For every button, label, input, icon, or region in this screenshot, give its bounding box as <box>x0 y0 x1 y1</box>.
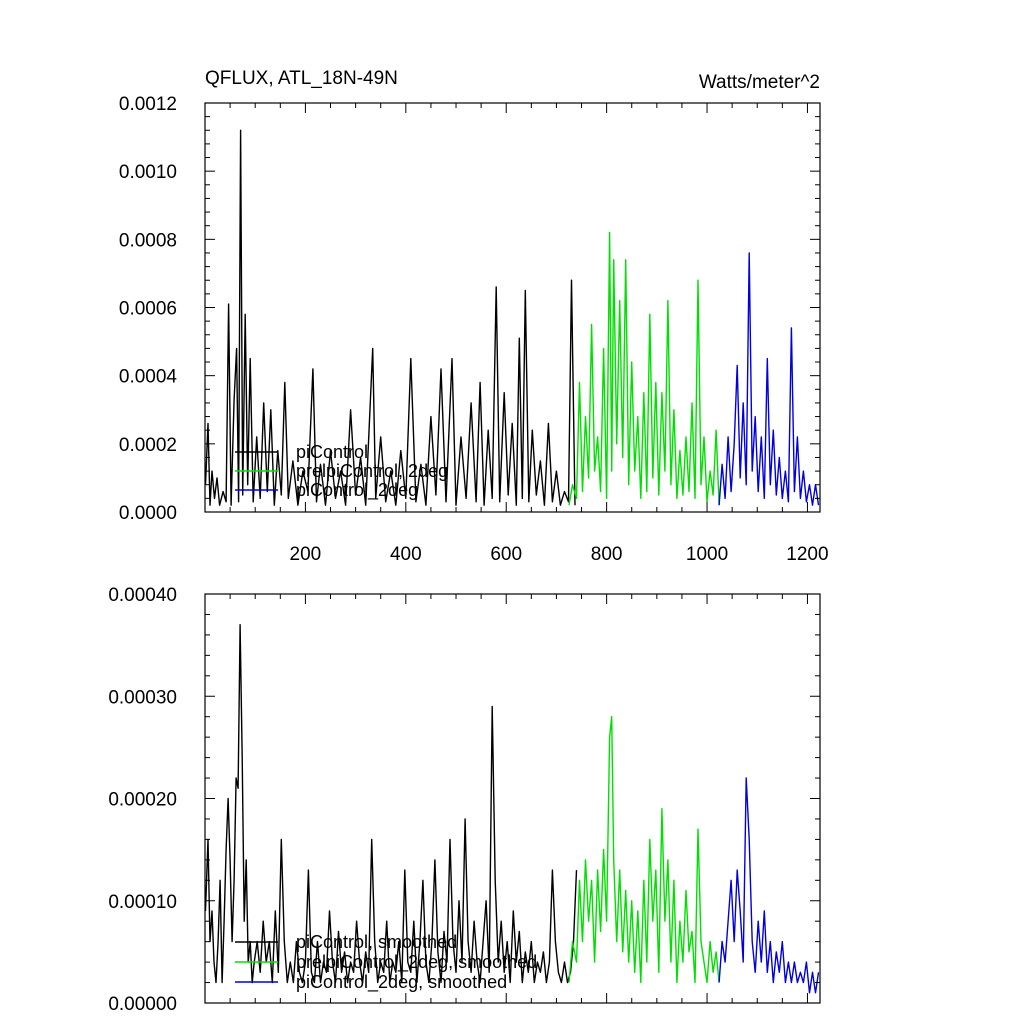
top-chart: 0.0000 0.0002 0.0004 0.0006 0.0008 0.0010 0.00… <box>119 68 829 565</box>
x-tick-label: 800 <box>591 544 623 565</box>
y-tick-label: 0.00010 <box>108 892 177 913</box>
series-line-0 <box>204 624 578 984</box>
y-tick-label: 0.0006 <box>119 299 177 320</box>
legend-entry: piControl_2deg, smoothed <box>296 972 507 993</box>
units-label: Watts/meter^2 <box>699 72 820 93</box>
legend-entry: prelpiControl_2deg, smoothed <box>296 952 537 973</box>
series-line-2 <box>718 252 820 506</box>
y-tick-label: 0.00020 <box>108 790 177 811</box>
y-tick-label: 0.00040 <box>108 585 177 606</box>
y-tick-label: 0.00000 <box>108 994 177 1015</box>
legend-entry: piControl_2deg <box>296 480 418 501</box>
y-tick-label: 0.0000 <box>119 503 177 524</box>
series-line-0 <box>204 129 576 506</box>
x-tick-label: 200 <box>290 544 322 565</box>
legend-entry: piControl, smoothed <box>296 932 457 952</box>
y-tick-label: 0.0012 <box>119 94 177 115</box>
series-line-1 <box>568 231 720 506</box>
chart-title: QFLUX, ATL_18N-49N <box>205 68 398 89</box>
x-tick-label: 600 <box>490 544 522 565</box>
y-tick-label: 0.0004 <box>119 367 178 388</box>
y-tick-label: 0.00030 <box>108 687 177 708</box>
legend-entry: piControl <box>296 442 368 462</box>
y-tick-label: 0.0002 <box>119 435 177 456</box>
series-line-2 <box>718 777 820 994</box>
series-line-1 <box>568 716 720 984</box>
y-tick-label: 0.0010 <box>119 162 177 183</box>
bottom-chart: 0.00000 0.00010 0.00020 0.00030 0.00040 piCon… <box>108 585 821 1015</box>
y-tick-label: 0.0008 <box>119 230 177 251</box>
legend-entry: prelpiControl, 2deg <box>296 461 448 481</box>
x-tick-label: 1000 <box>686 544 728 565</box>
x-tick-label: 400 <box>390 544 422 565</box>
x-tick-label: 1200 <box>786 544 828 565</box>
